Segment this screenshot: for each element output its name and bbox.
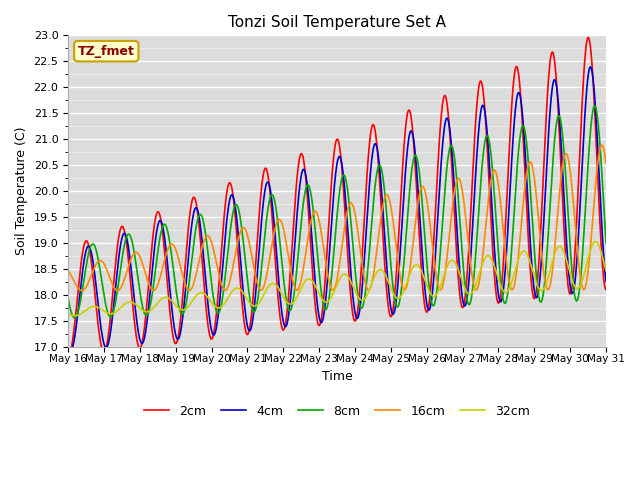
4cm: [288, 279, 296, 285]
2cm: [381, 267, 389, 273]
32cm: [602, 268, 610, 274]
2cm: [287, 254, 295, 260]
32cm: [164, 295, 172, 301]
4cm: [64, 346, 72, 351]
4cm: [586, 64, 594, 70]
32cm: [591, 239, 599, 245]
16cm: [584, 268, 592, 274]
2cm: [90, 282, 98, 288]
Y-axis label: Soil Temperature (C): Soil Temperature (C): [15, 127, 28, 255]
4cm: [576, 210, 584, 216]
16cm: [598, 143, 606, 148]
Line: 4cm: 4cm: [68, 67, 606, 352]
8cm: [584, 160, 592, 166]
16cm: [64, 268, 72, 274]
Text: TZ_fmet: TZ_fmet: [78, 45, 134, 58]
8cm: [602, 240, 610, 246]
16cm: [164, 245, 172, 251]
2cm: [584, 36, 591, 41]
2cm: [64, 354, 72, 360]
32cm: [91, 304, 99, 310]
32cm: [71, 313, 79, 319]
8cm: [164, 233, 172, 239]
8cm: [288, 303, 296, 309]
2cm: [584, 35, 592, 40]
32cm: [64, 311, 72, 317]
16cm: [78, 288, 86, 293]
16cm: [576, 269, 584, 275]
2cm: [602, 287, 610, 292]
32cm: [576, 284, 584, 289]
X-axis label: Time: Time: [322, 370, 353, 383]
Line: 16cm: 16cm: [68, 145, 606, 290]
32cm: [382, 272, 390, 278]
8cm: [70, 315, 78, 321]
Line: 2cm: 2cm: [68, 37, 606, 357]
32cm: [584, 255, 592, 261]
4cm: [602, 279, 610, 285]
8cm: [91, 243, 99, 249]
16cm: [602, 161, 610, 167]
Title: Tonzi Soil Temperature Set A: Tonzi Soil Temperature Set A: [228, 15, 446, 30]
Line: 8cm: 8cm: [68, 106, 606, 318]
16cm: [288, 274, 296, 280]
8cm: [382, 199, 390, 205]
32cm: [288, 301, 296, 307]
4cm: [164, 272, 172, 278]
4cm: [382, 248, 390, 254]
4cm: [584, 73, 592, 79]
4cm: [91, 270, 99, 276]
4cm: [67, 349, 74, 355]
8cm: [576, 285, 584, 290]
16cm: [91, 264, 99, 270]
2cm: [575, 165, 583, 170]
2cm: [164, 288, 172, 294]
8cm: [64, 296, 72, 301]
16cm: [382, 193, 390, 199]
Line: 32cm: 32cm: [68, 242, 606, 316]
Legend: 2cm, 4cm, 8cm, 16cm, 32cm: 2cm, 4cm, 8cm, 16cm, 32cm: [139, 400, 535, 423]
8cm: [591, 103, 598, 109]
